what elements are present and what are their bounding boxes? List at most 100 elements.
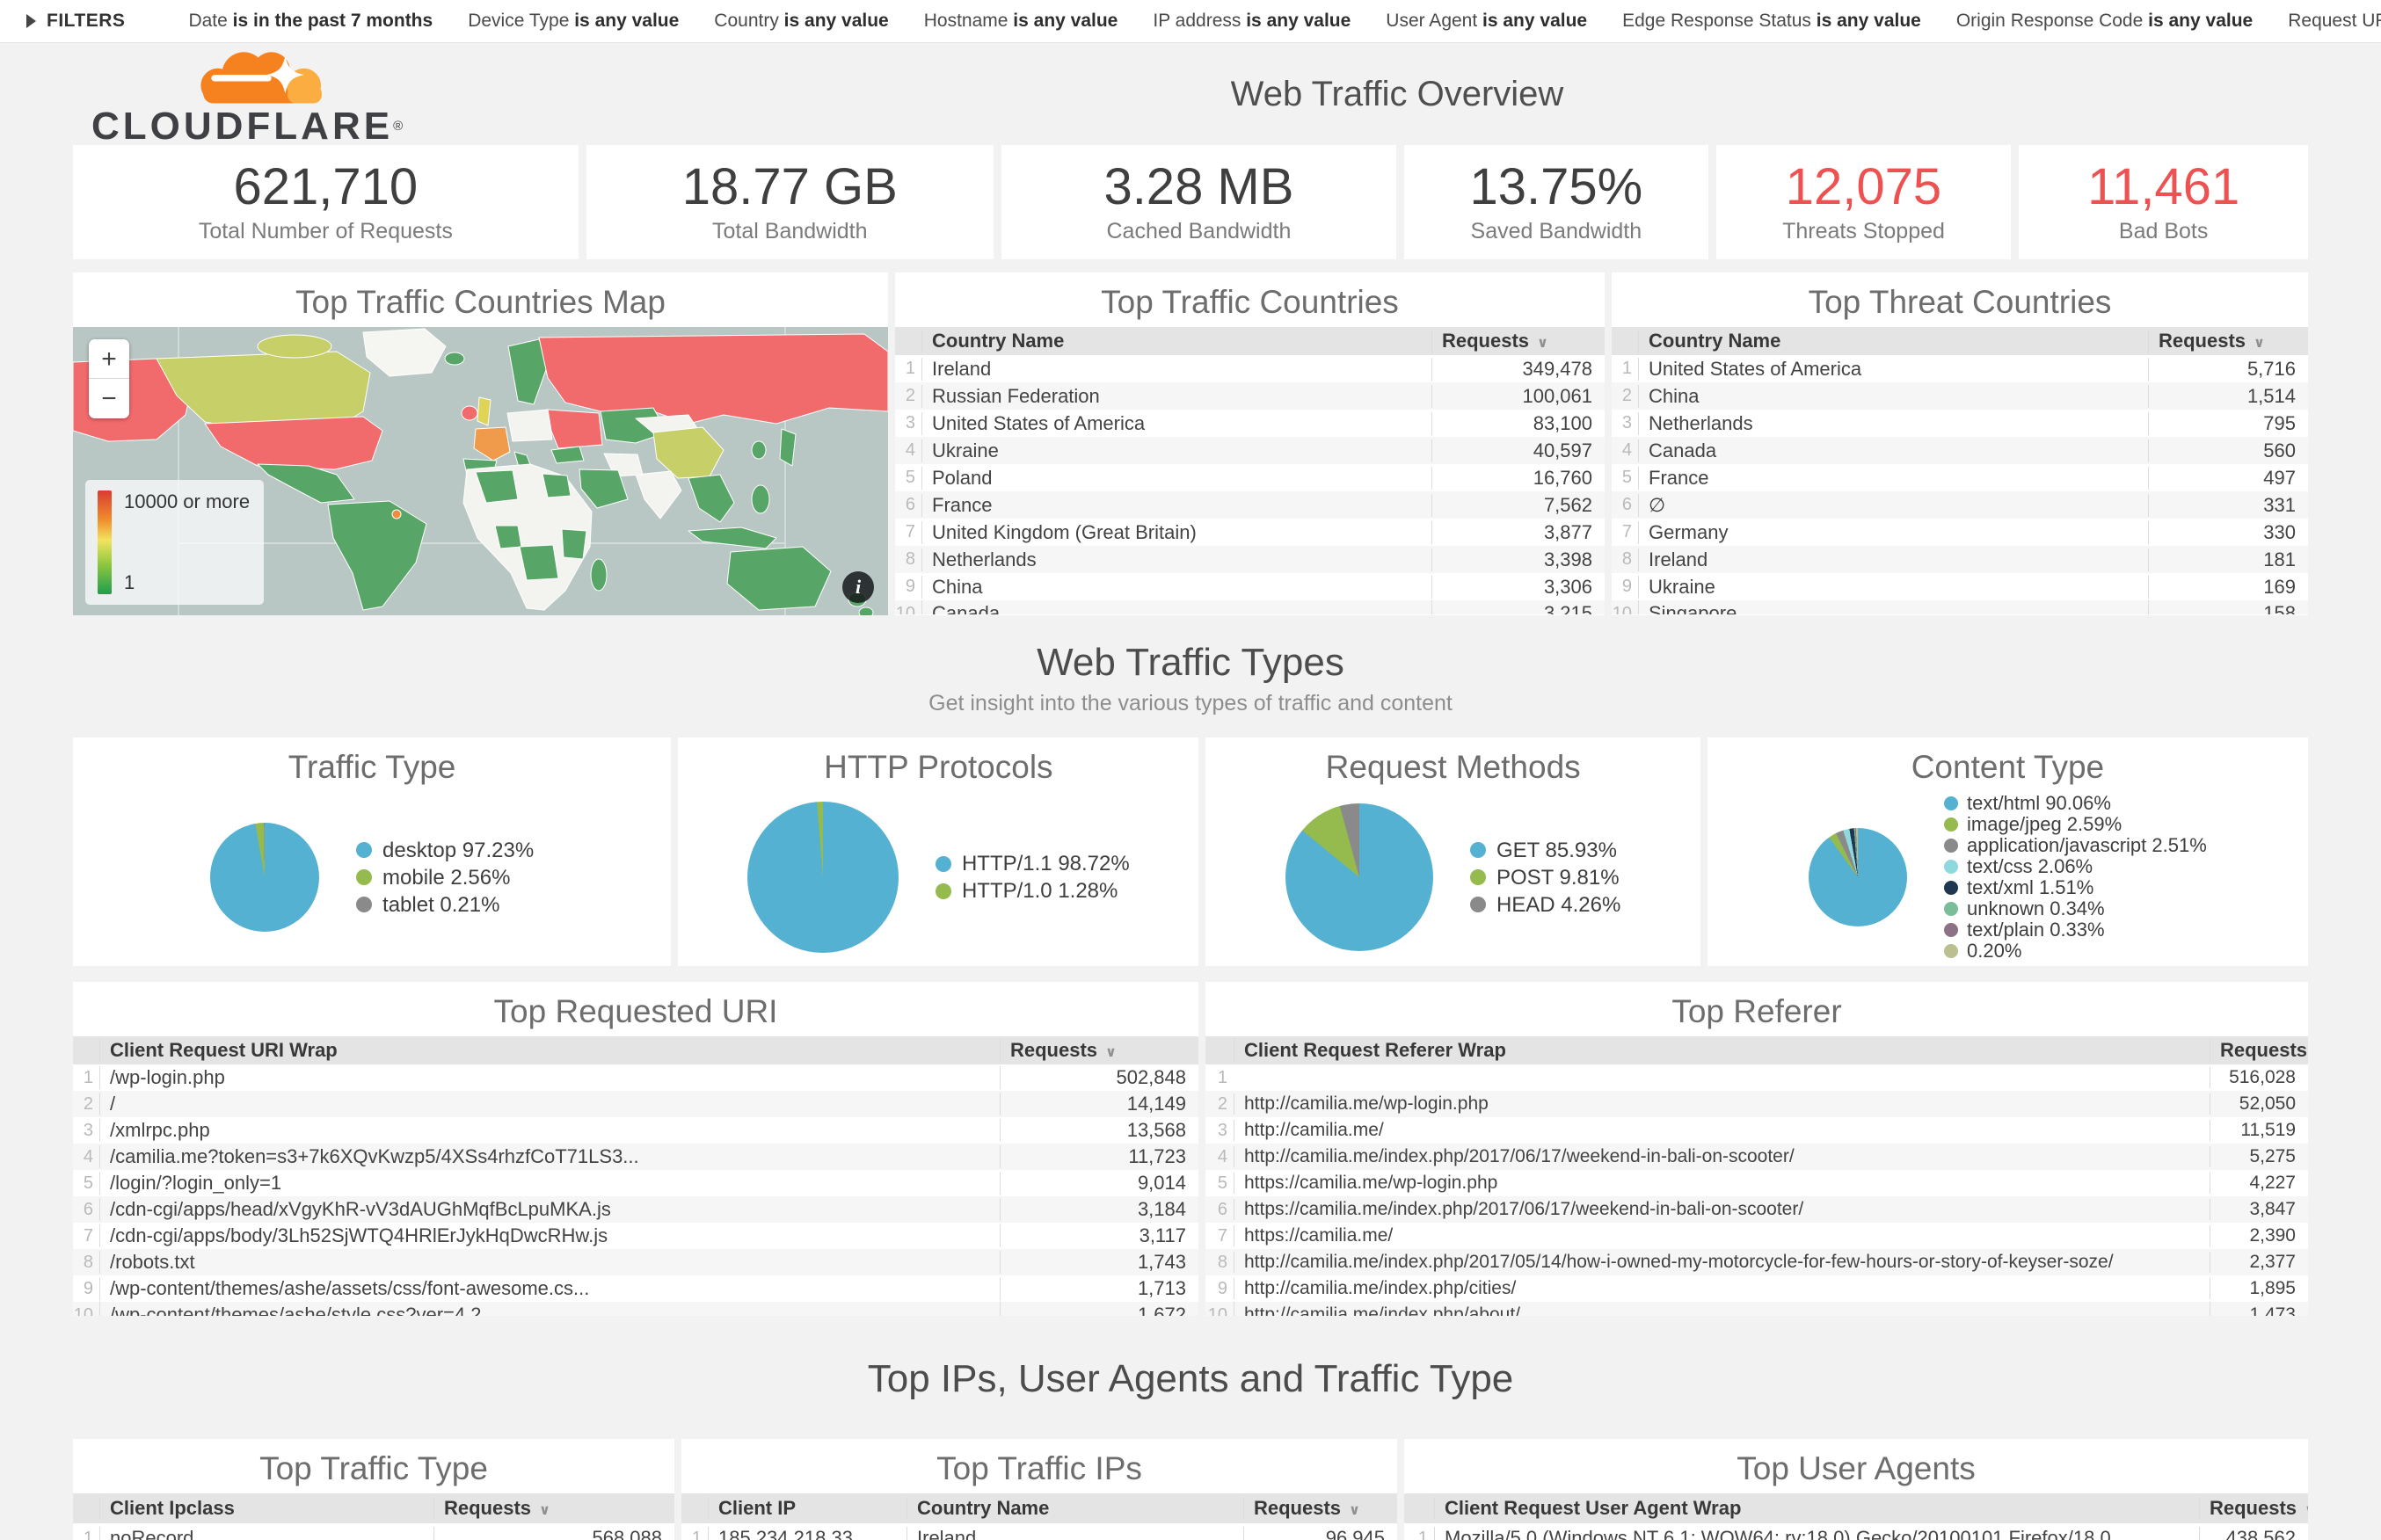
kpi-value: 13.75%	[1469, 158, 1643, 215]
row-index: 2	[905, 386, 915, 405]
row-index: 4	[905, 440, 915, 460]
column-header[interactable]: Requests∨	[1243, 1497, 1397, 1520]
zoom-in-button[interactable]: +	[89, 339, 129, 379]
filter-item[interactable]: Request URI is any value	[2288, 11, 2381, 32]
row-index: 2	[83, 1093, 93, 1114]
legend-label: POST 9.81%	[1496, 865, 1620, 890]
filter-item[interactable]: Country is any value	[714, 11, 888, 32]
legend-label: application/javascript 2.51%	[1967, 834, 2207, 856]
column-header[interactable]: Requests∨	[1000, 1039, 1198, 1062]
kpi-card: 11,461 Bad Bots	[2019, 145, 2308, 259]
column-header[interactable]: Requests∨	[2210, 1039, 2308, 1062]
row-index: 6	[905, 495, 915, 514]
filter-field: Date	[188, 11, 233, 31]
table-row: 7/cdn-cgi/apps/body/3Lh52SjWTQ4HRlErJykH…	[73, 1223, 1198, 1249]
filters-toggle[interactable]: FILTERS	[26, 11, 125, 32]
legend: HTTP/1.1 98.72% HTTP/1.0 1.28%	[935, 850, 1130, 904]
registered-mark: ®	[393, 119, 407, 134]
legend: desktop 97.23% mobile 2.56% tablet 0.21%	[356, 837, 534, 919]
table-cell: Mozilla/5.0 (Windows NT 6.1; WOW64; rv:1…	[1434, 1527, 2199, 1540]
table-row: 5 Poland 16,760	[895, 464, 1605, 491]
filter-item[interactable]: Device Type is any value	[468, 11, 679, 32]
dashboard-header: CLOUDFLARE® Web Traffic Overview	[0, 43, 2381, 146]
map-canvas[interactable]: + − 10000 or more 1 i	[73, 327, 888, 615]
info-icon: i	[855, 576, 862, 598]
table-row: 5 https://camilia.me/wp-login.php 4,227	[1205, 1170, 2308, 1196]
filters-label: FILTERS	[47, 11, 126, 31]
legend-dot	[1944, 839, 1959, 853]
table-cell: France	[921, 493, 1431, 517]
row-index: 1	[691, 1528, 702, 1540]
legend-label: HEAD 4.26%	[1496, 892, 1621, 917]
page-title: Web Traffic Overview	[1230, 74, 1564, 113]
row-index: 1	[83, 1067, 93, 1087]
panel-title: HTTP Protocols	[824, 749, 1053, 785]
table-cell: Ireland	[907, 1527, 1243, 1540]
filter-item[interactable]: Origin Response Code is any value	[1956, 11, 2253, 32]
filter-field: Request URI	[2288, 11, 2381, 31]
sort-chevron-icon: ∨	[539, 1503, 551, 1518]
table-cell: United States of America	[1638, 357, 2148, 381]
table-cell: 3,306	[1431, 575, 1605, 599]
kpi-card: 621,710 Total Number of Requests	[73, 145, 579, 259]
legend-label: HTTP/1.1 98.72%	[961, 852, 1130, 875]
table-cell: 502,848	[1000, 1066, 1198, 1089]
table-row: 4 Canada 560	[1612, 437, 2308, 464]
legend-item: 0.20%	[1944, 941, 2207, 962]
column-header[interactable]: Requests∨	[433, 1497, 674, 1520]
referer-table: Client Request Referer Wrap Requests∨ 1 516…	[1205, 1036, 2308, 1316]
legend-dot	[1944, 817, 1959, 832]
zoom-out-button[interactable]: −	[89, 379, 129, 418]
column-header[interactable]: Requests∨	[2148, 330, 2308, 352]
table-cell: noRecord	[99, 1527, 433, 1540]
filter-value: is any value	[1246, 11, 1351, 31]
legend-dot	[935, 855, 951, 872]
filter-item[interactable]: User Agent is any value	[1386, 11, 1587, 32]
legend-item: image/jpeg 2.59%	[1944, 814, 2207, 835]
table-row: 6 France 7,562	[895, 491, 1605, 519]
table-cell: https://camilia.me/index.php/2017/06/17/…	[1234, 1199, 2210, 1220]
map-info-button[interactable]: i	[842, 571, 874, 603]
filter-value: is any value	[2148, 11, 2254, 31]
filter-value: is any value	[1013, 11, 1118, 31]
row-index: 1	[1417, 1528, 1428, 1540]
table-cell: 100,061	[1431, 384, 1605, 408]
table-cell: Netherlands	[1638, 411, 2148, 435]
table-row: 6/cdn-cgi/apps/head/xVgyKhR-vV3dAUGhMqfB…	[73, 1196, 1198, 1223]
table-cell: /	[99, 1093, 1000, 1115]
legend-dot	[1469, 842, 1486, 858]
panel-title: Top Threat Countries	[1808, 284, 2112, 320]
sort-chevron-icon: ∨	[2305, 1503, 2308, 1518]
kpi-label: Bad Bots	[2118, 219, 2209, 243]
table-cell: 516,028	[2210, 1067, 2308, 1088]
table-cell: /cdn-cgi/apps/head/xVgyKhR-vV3dAUGhMqfBc…	[99, 1198, 1000, 1221]
filter-item[interactable]: Edge Response Status is any value	[1622, 11, 1921, 32]
row-index: 1	[1217, 1067, 1227, 1087]
table-row: 4 http://camilia.me/index.php/2017/06/17/…	[1205, 1144, 2308, 1170]
row-index: 6	[1217, 1199, 1227, 1219]
row-index: 5	[1217, 1173, 1227, 1193]
legend: GET 85.93% POST 9.81% HEAD 4.26%	[1469, 837, 1621, 919]
column-header[interactable]: Requests∨	[1431, 330, 1605, 352]
filter-item[interactable]: Date is in the past 7 months	[188, 11, 433, 32]
table-row: 4 Ukraine 40,597	[895, 437, 1605, 464]
filter-item[interactable]: Hostname is any value	[924, 11, 1118, 32]
filter-item[interactable]: IP address is any value	[1153, 11, 1351, 32]
legend-item: tablet 0.21%	[356, 891, 534, 919]
table-cell: /cdn-cgi/apps/body/3Lh52SjWTQ4HRlErJykHq…	[99, 1224, 1000, 1247]
table-cell: 438,562	[2199, 1527, 2308, 1540]
pie-chart	[1285, 803, 1433, 951]
table-cell: Canada	[1638, 439, 2148, 462]
table-cell: 4,227	[2210, 1173, 2308, 1194]
row-index: 8	[83, 1252, 93, 1272]
legend-label: text/css 2.06%	[1967, 855, 2093, 877]
table-cell: United Kingdom (Great Britain)	[921, 520, 1431, 544]
legend-label: 0.20%	[1967, 940, 2022, 962]
map-zoom-control: + −	[89, 339, 129, 418]
column-header[interactable]: Requests∨	[2199, 1497, 2308, 1520]
legend-label: HTTP/1.0 1.28%	[961, 879, 1118, 903]
table-cell: 3,877	[1431, 520, 1605, 544]
table-row: 7 https://camilia.me/2,390	[1205, 1223, 2308, 1249]
legend-label: desktop 97.23%	[382, 838, 535, 862]
legend-item: text/css 2.06%	[1944, 856, 2207, 877]
